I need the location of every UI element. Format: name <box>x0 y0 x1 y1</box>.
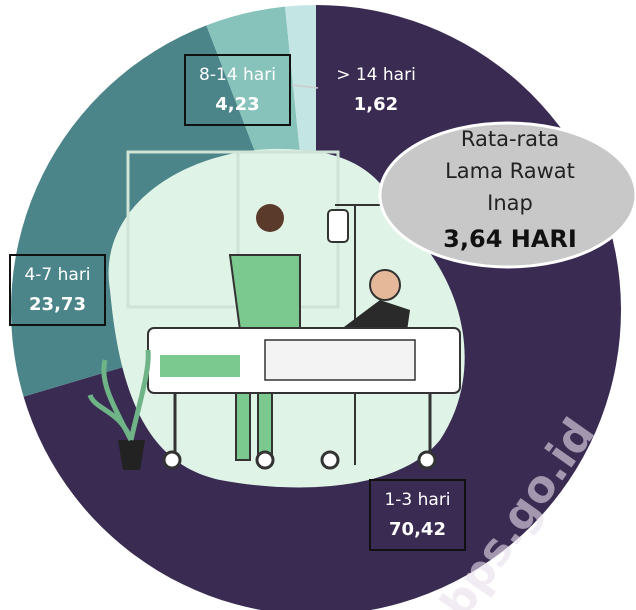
nurse-body <box>230 255 300 330</box>
nurse-head <box>256 204 284 232</box>
iv-bag <box>328 210 348 242</box>
page: {"chart_data": {"type": "pie", "categori… <box>0 0 636 610</box>
wheel <box>257 452 273 468</box>
wheel <box>419 452 435 468</box>
annotation: Rata-rata Lama Rawat Inap 3,64 HARI <box>380 123 636 267</box>
chart: bps.go.id 1-3 hari70,424-7 hari23,738-14… <box>0 0 636 610</box>
blanket <box>265 340 415 380</box>
category-label: 1-3 hari <box>384 490 450 510</box>
category-label: 8-14 hari <box>199 65 276 85</box>
wheel <box>164 452 180 468</box>
annotation-line: Rata-rata <box>461 127 559 151</box>
bed-panel <box>160 355 240 377</box>
patient-head <box>370 270 400 300</box>
value-label: 1,62 <box>354 94 398 115</box>
value-label: 4,23 <box>215 94 259 115</box>
category-label: > 14 hari <box>336 65 416 85</box>
annotation-value: 3,64 HARI <box>443 225 577 253</box>
annotation-line: Inap <box>487 191 533 215</box>
category-label: 4-7 hari <box>24 265 90 285</box>
wheel <box>322 452 338 468</box>
value-label: 70,42 <box>389 519 446 540</box>
value-label: 23,73 <box>29 294 86 315</box>
annotation-line: Lama Rawat <box>445 159 575 183</box>
